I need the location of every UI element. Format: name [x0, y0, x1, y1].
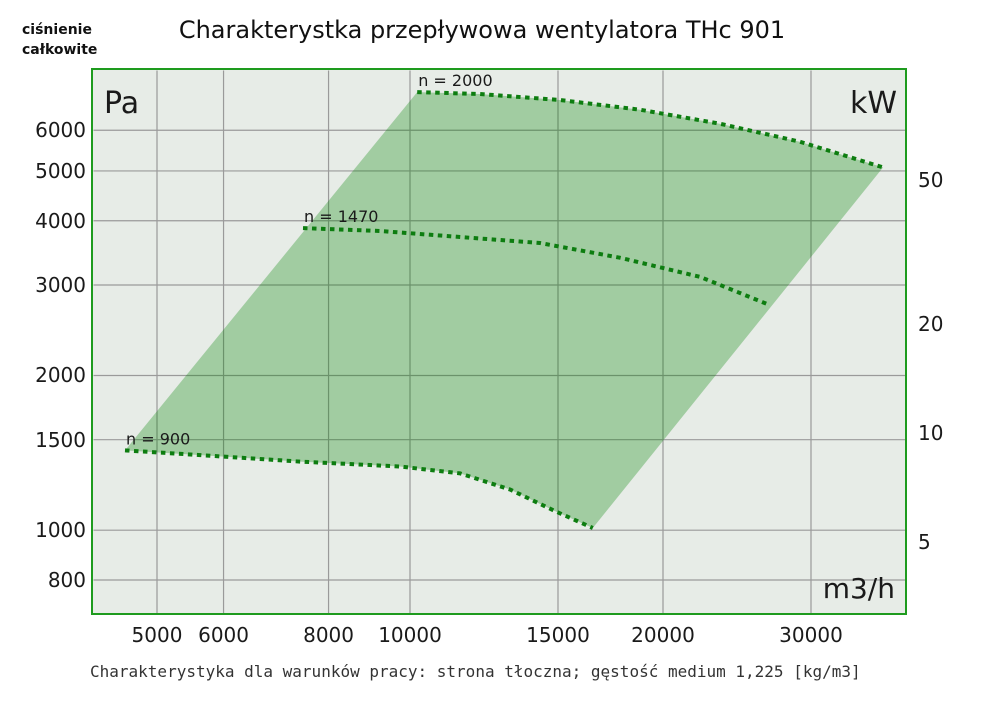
pressure-tick-label: 3000	[35, 272, 86, 297]
pressure-tick-label: 1000	[35, 518, 86, 543]
pressure-tick-label: 1500	[35, 427, 86, 452]
power-tick-label: 5	[918, 529, 931, 554]
power-tick-label: 50	[918, 168, 944, 193]
flow-tick-label: 15000	[526, 623, 590, 647]
power-tick-label: 20	[918, 312, 944, 337]
plot-area	[91, 68, 907, 615]
pressure-axis-title-line1: ciśnienie	[22, 22, 92, 38]
footer-note: Charakterystyka dla warunków pracy: stro…	[90, 662, 861, 681]
pressure-axis-title: ciśnienie całkowite	[22, 20, 97, 60]
flow-tick-label: 20000	[631, 623, 695, 647]
flow-tick-label: 8000	[303, 623, 354, 647]
pressure-unit-label: Pa	[104, 86, 140, 121]
power-unit-label: kW	[850, 86, 898, 121]
pressure-tick-label: 2000	[35, 363, 86, 388]
flow-unit-label: m3/h	[822, 572, 895, 605]
pressure-tick-label: 5000	[35, 158, 86, 183]
flow-tick-label: 6000	[198, 623, 249, 647]
flow-tick-label: 10000	[378, 623, 442, 647]
pressure-tick-label: 6000	[35, 118, 86, 143]
power-tick-label: 10	[918, 421, 944, 446]
pressure-axis-title-line2: całkowite	[22, 42, 98, 58]
flow-tick-label: 30000	[779, 623, 843, 647]
flow-tick-label: 5000	[131, 623, 183, 647]
pressure-tick-label: 4000	[35, 208, 86, 233]
pressure-tick-label: 800	[47, 567, 86, 592]
chart-title: Charakterystka przepływowa wentylatora T…	[178, 16, 786, 44]
